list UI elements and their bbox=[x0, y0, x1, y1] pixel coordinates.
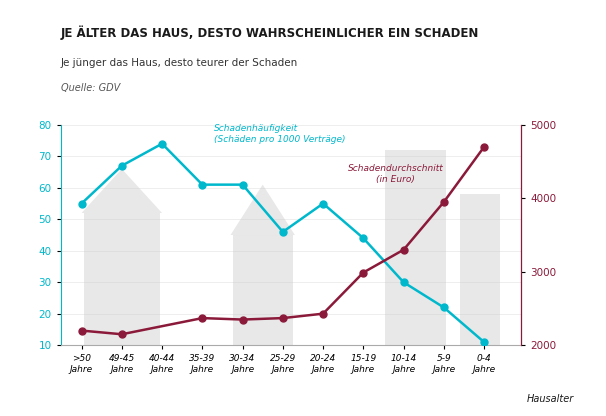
Text: Hausalter: Hausalter bbox=[527, 394, 574, 404]
FancyBboxPatch shape bbox=[233, 235, 293, 345]
FancyBboxPatch shape bbox=[460, 194, 500, 345]
Text: JE ÄLTER DAS HAUS, DESTO WAHRSCHEINLICHER EIN SCHADEN: JE ÄLTER DAS HAUS, DESTO WAHRSCHEINLICHE… bbox=[61, 25, 479, 40]
Text: Schadenhäufigkeit
(Schäden pro 1000 Verträge): Schadenhäufigkeit (Schäden pro 1000 Vert… bbox=[215, 124, 346, 144]
Text: Quelle: GDV: Quelle: GDV bbox=[61, 83, 120, 93]
Text: Je jünger das Haus, desto teurer der Schaden: Je jünger das Haus, desto teurer der Sch… bbox=[61, 58, 298, 68]
Polygon shape bbox=[82, 169, 162, 213]
Polygon shape bbox=[230, 185, 295, 235]
FancyBboxPatch shape bbox=[84, 213, 160, 345]
FancyBboxPatch shape bbox=[385, 150, 446, 345]
Text: Schadendurchschnitt
(in Euro): Schadendurchschnitt (in Euro) bbox=[348, 164, 444, 183]
